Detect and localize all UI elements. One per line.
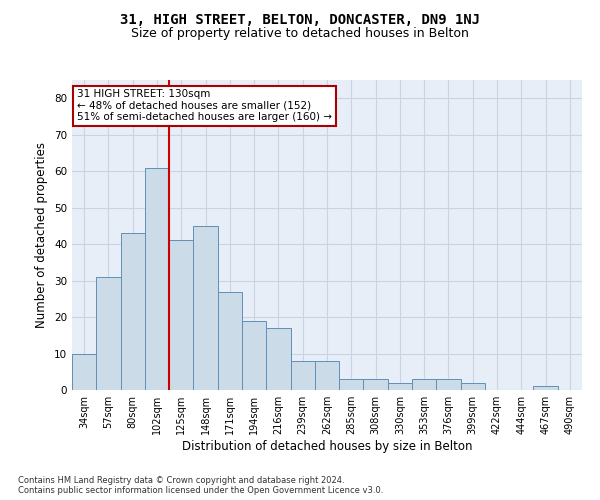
Bar xyxy=(96,277,121,390)
Text: 31, HIGH STREET, BELTON, DONCASTER, DN9 1NJ: 31, HIGH STREET, BELTON, DONCASTER, DN9 … xyxy=(120,12,480,26)
Bar xyxy=(218,292,242,390)
Bar xyxy=(290,361,315,390)
Bar xyxy=(533,386,558,390)
Text: Contains HM Land Registry data © Crown copyright and database right 2024.
Contai: Contains HM Land Registry data © Crown c… xyxy=(18,476,383,495)
Bar xyxy=(145,168,169,390)
Bar xyxy=(242,320,266,390)
Bar xyxy=(266,328,290,390)
Bar xyxy=(315,361,339,390)
Bar xyxy=(339,379,364,390)
Bar xyxy=(72,354,96,390)
Bar xyxy=(193,226,218,390)
Bar xyxy=(388,382,412,390)
Bar xyxy=(121,233,145,390)
X-axis label: Distribution of detached houses by size in Belton: Distribution of detached houses by size … xyxy=(182,440,472,453)
Text: Size of property relative to detached houses in Belton: Size of property relative to detached ho… xyxy=(131,28,469,40)
Y-axis label: Number of detached properties: Number of detached properties xyxy=(35,142,49,328)
Bar xyxy=(364,379,388,390)
Bar xyxy=(412,379,436,390)
Bar xyxy=(461,382,485,390)
Bar xyxy=(436,379,461,390)
Text: 31 HIGH STREET: 130sqm
← 48% of detached houses are smaller (152)
51% of semi-de: 31 HIGH STREET: 130sqm ← 48% of detached… xyxy=(77,90,332,122)
Bar xyxy=(169,240,193,390)
